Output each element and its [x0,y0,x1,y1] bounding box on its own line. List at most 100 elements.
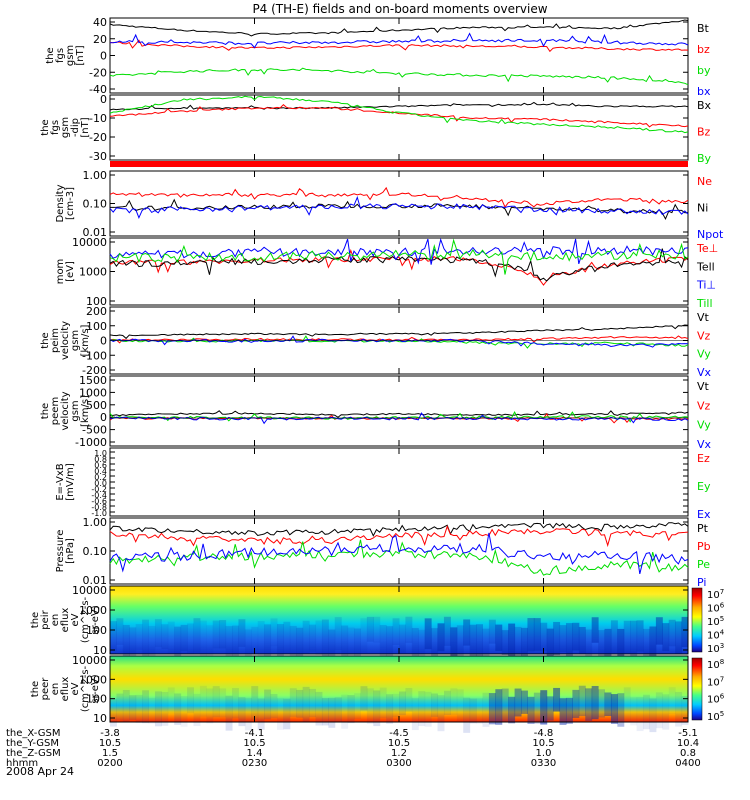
spectrogram-texture [289,688,297,717]
spectrogram-texture [399,691,406,716]
spectrogram-texture [411,698,419,731]
y-tick-label: 10000 [72,584,107,597]
spectrogram-texture [154,691,162,727]
spectrogram-texture [129,627,137,662]
time-axis-value: 0.8 [680,748,696,759]
spectrogram-texture [533,618,541,651]
spectrogram-texture [174,693,182,725]
legend-Vy: Vy [697,419,711,432]
spectrogram-texture [668,687,676,714]
colorbar-label: 105 [707,615,724,628]
y-axis-label: thepeirenefluxeV(cm^2-s-sr-eV) [30,596,101,643]
series-Vy [109,411,689,423]
spectrogram-texture [187,687,194,714]
spectrogram-texture [386,694,394,724]
spectrogram-texture [553,621,561,656]
spectrogram-texture [636,697,644,732]
y-tick-label: 0.0 [94,479,107,488]
y-tick-label: 0.8 [94,455,107,464]
y-tick-label: 0.4 [94,467,107,476]
legend-Vt: Vt [697,380,710,393]
series-Pe [109,539,689,576]
spectrogram-texture [270,618,278,647]
panel-2: 0 -10 -20 -30 thefgsgsm-dip[nT] Bx Bz By [40,93,712,165]
spectrogram-texture [598,689,606,718]
spectrogram-texture [373,616,381,643]
time-axis-value: 10.4 [677,738,699,749]
y-tick-label: 1.00 [83,516,108,529]
spectrogram-texture [546,696,554,721]
series-Till [109,238,689,275]
time-axis-value: 0330 [531,758,556,769]
spectrogram-texture [219,620,227,649]
spectrogram-texture [373,690,381,727]
y-tick-label: -30 [89,150,107,163]
spectrogram-texture [411,628,419,657]
y-tick-label: -1.0 [91,509,107,518]
spectrogram-texture [623,620,631,655]
spectrogram-texture [418,629,426,657]
spectrogram-texture [521,690,528,714]
y-axis-label: thepeimvelocitygsm[km/s] [40,321,91,360]
spectrogram-texture [289,625,297,658]
legend-Tell: Tell [696,260,715,273]
spectrogram-texture [392,693,400,718]
y-tick-label: 100 [86,624,107,637]
spectrogram-texture [276,698,284,730]
spectrogram-texture [379,687,387,719]
y-tick-label: 0.10 [83,198,108,211]
y-tick-label: -1000 [75,436,107,449]
spectrogram-texture [238,619,246,647]
time-axis-row-label: the_Z-GSM [6,748,61,759]
y-tick-label: 1000 [79,604,107,617]
panel-frame [109,447,689,517]
panel-frame [109,170,689,237]
spectrogram-texture [591,685,599,720]
spectrogram-texture [565,623,573,659]
spectrogram-texture [354,693,361,720]
spectrogram-texture [328,697,336,728]
legend-Vz: Vz [697,329,711,342]
y-tick-label: -500 [82,424,107,437]
legend-Bt: Bt [697,22,710,35]
legend-Till: Till [696,297,713,310]
spectrogram-texture [154,619,162,648]
legend-Ez: Ez [697,452,710,465]
legend-Vz: Vz [697,399,711,412]
spectrogram-texture [238,697,246,727]
spectrogram-texture [437,623,445,652]
y-tick-label: 0.2 [94,473,107,482]
spectrogram-texture [302,686,310,723]
y-axis-label: Density[cm-3] [55,184,76,222]
spectrogram-texture [585,629,593,666]
spectrogram-texture [508,696,516,724]
series-Tell [109,248,689,282]
spectrogram-texture [180,624,188,652]
spectrogram-texture [463,697,471,733]
spectrogram-texture [193,618,201,653]
spectrogram-texture [572,622,580,651]
series-by [109,67,689,86]
colorbar [691,657,703,721]
spectrogram-texture [379,625,387,659]
spectrogram-texture [681,616,689,648]
legend-Ne: Ne [697,175,712,188]
legend-Ni: Ni [697,202,708,215]
colorbar-label: 103 [707,642,724,655]
spectrogram-texture [283,698,291,730]
y-tick-label: 1000 [79,266,107,279]
time-axis-value: 10.5 [243,738,265,749]
spectrogram-texture [309,688,317,718]
y-axis-label: thefgsgsm-dip[nT] [40,117,91,138]
spectrogram-texture [469,624,477,661]
spectrogram-texture [334,697,342,723]
y-tick-label: 10 [93,644,107,657]
spectrogram-texture [142,619,150,656]
spectrogram-texture [232,625,239,659]
spectrogram-texture [129,695,137,720]
spectrogram-texture [630,697,638,726]
y-tick-label: 10000 [72,236,107,249]
y-tick-label: 0 [100,50,107,63]
spectrogram-texture [148,625,156,662]
